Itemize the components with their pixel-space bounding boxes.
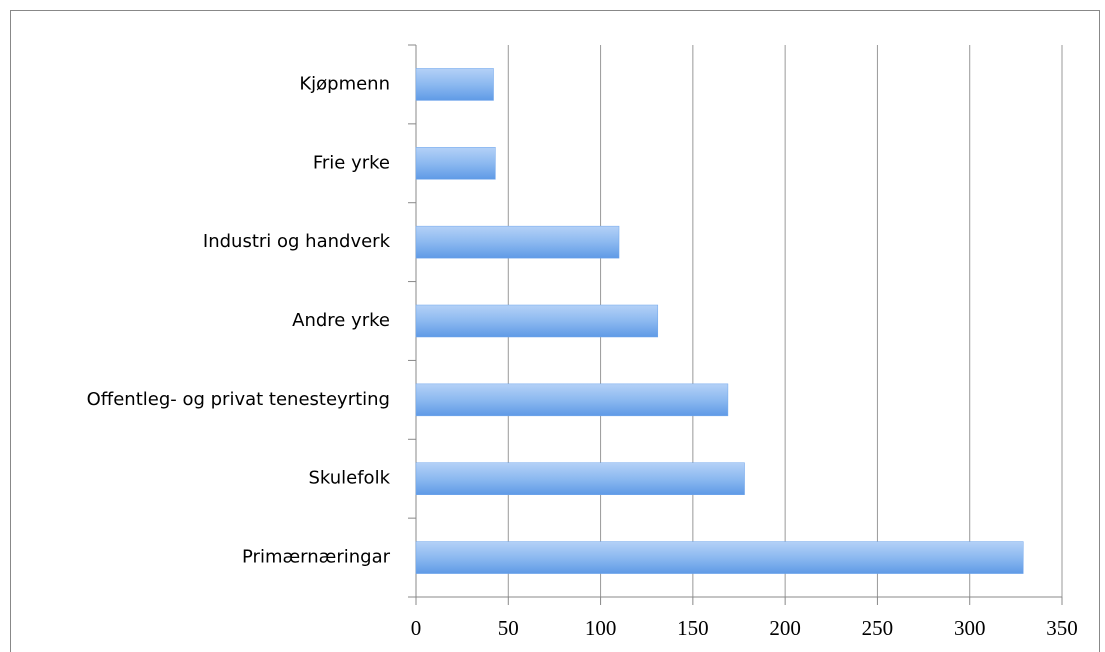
x-tick-label: 0	[411, 616, 422, 640]
bar	[415, 68, 494, 101]
chart-border	[10, 10, 1100, 652]
y-tick-label: Frie yrke	[313, 152, 390, 173]
y-tick-label: Skulefolk	[308, 468, 390, 489]
y-tick-label: Andre yrke	[292, 310, 390, 331]
x-tick-label: 150	[677, 616, 709, 640]
bar	[415, 541, 1024, 574]
bar	[415, 383, 729, 417]
y-tick-label: Kjøpmenn	[299, 73, 390, 94]
x-tick-label: 350	[1046, 616, 1078, 640]
bar	[415, 225, 620, 259]
bar	[415, 304, 659, 338]
bar	[415, 462, 745, 495]
y-tick-label: Primærnæringar	[242, 547, 391, 568]
x-tick-label: 100	[585, 616, 617, 640]
x-tick-label: 50	[498, 616, 519, 640]
bar	[415, 147, 496, 180]
x-tick-label: 300	[954, 616, 986, 640]
y-tick-label: Offentleg- og privat tenesteyrting	[87, 389, 390, 410]
x-tick-label: 200	[769, 616, 801, 640]
y-tick-label: Industri og handverk	[203, 231, 391, 252]
x-tick-label: 250	[862, 616, 894, 640]
